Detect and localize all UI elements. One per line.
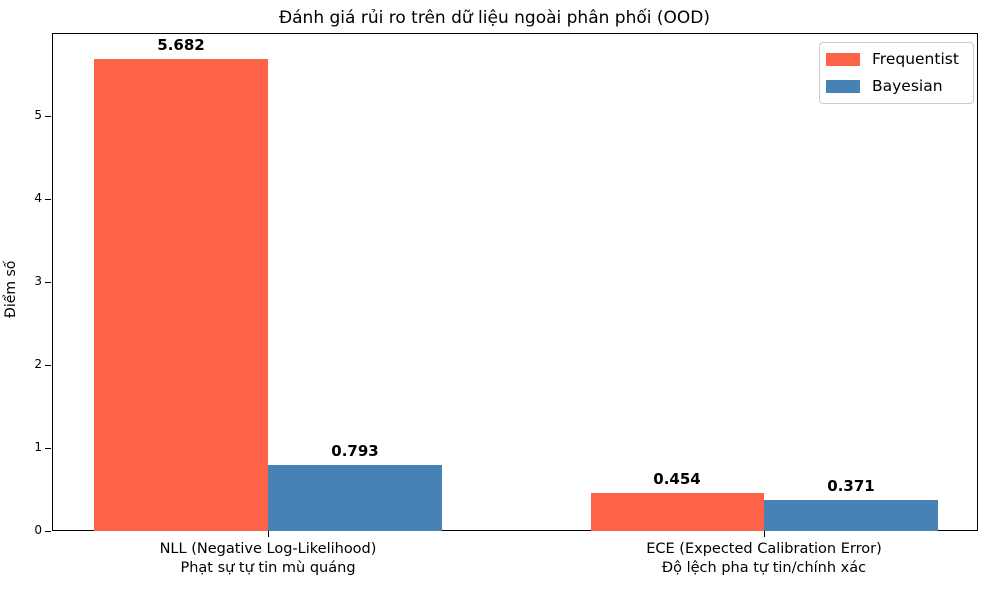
legend-swatch-bayesian — [826, 79, 860, 93]
legend: Frequentist Bayesian — [819, 42, 974, 104]
y-tick — [45, 282, 51, 283]
y-tick — [45, 199, 51, 200]
y-tick — [45, 448, 51, 449]
value-label-ece-frequentist: 0.454 — [653, 470, 701, 488]
y-tick-label: 3 — [34, 274, 42, 288]
y-tick — [45, 531, 51, 532]
y-tick-label: 5 — [34, 108, 42, 122]
value-label-ece-bayesian: 0.371 — [827, 477, 875, 495]
x-tick — [764, 531, 765, 537]
y-tick — [45, 116, 51, 117]
value-label-nll-bayesian: 0.793 — [331, 442, 379, 460]
x-tick-label-line2: Độ lệch pha tự tin/chính xác — [661, 560, 867, 576]
y-tick-label: 0 — [34, 523, 42, 537]
legend-swatch-frequentist — [826, 52, 860, 66]
y-tick-label: 1 — [34, 440, 42, 454]
bar-ece-bayesian — [764, 500, 938, 531]
x-tick-label-line1: ECE (Expected Calibration Error) — [646, 541, 882, 557]
legend-item-frequentist: Frequentist — [826, 49, 959, 69]
x-tick-label-line1: NLL (Negative Log-Likelihood) — [159, 541, 377, 557]
x-tick-label-ece: ECE (Expected Calibration Error) Độ lệch… — [564, 540, 964, 578]
chart-title: Đánh giá rủi ro trên dữ liệu ngoài phân … — [278, 8, 711, 28]
plot-area — [52, 33, 978, 531]
bar-nll-bayesian — [268, 465, 442, 531]
y-tick-label: 2 — [34, 357, 42, 371]
x-tick-label-line2: Phạt sự tự tin mù quáng — [180, 560, 356, 576]
x-tick-label-nll: NLL (Negative Log-Likelihood) Phạt sự tự… — [68, 540, 468, 578]
y-tick-label: 4 — [34, 191, 42, 205]
y-axis-label: Điểm số — [3, 260, 19, 318]
bar-nll-frequentist — [94, 59, 268, 531]
legend-item-bayesian: Bayesian — [826, 76, 943, 96]
legend-label: Bayesian — [872, 77, 943, 95]
x-tick — [268, 531, 269, 537]
legend-label: Frequentist — [872, 50, 959, 68]
y-tick — [45, 365, 51, 366]
value-label-nll-frequentist: 5.682 — [157, 36, 205, 54]
bar-ece-frequentist — [591, 493, 764, 531]
